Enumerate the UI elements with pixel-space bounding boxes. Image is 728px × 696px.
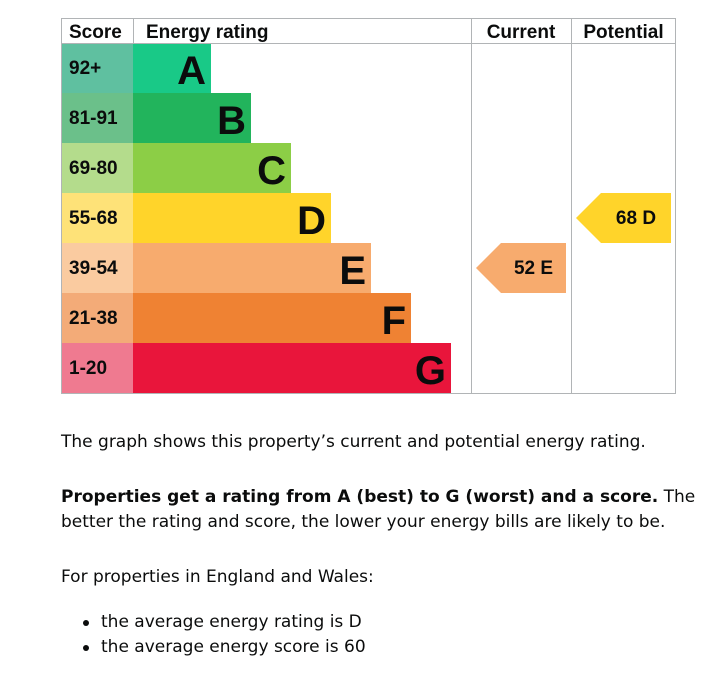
bullet-icon xyxy=(83,645,89,651)
header-score: Score xyxy=(69,22,122,43)
energy-rating-chart: 92+ A 81-91 B 69-80 C 55-68 D 39-54 E 21-38 F 1-20 G S… xyxy=(61,18,676,394)
score-range-g: 1-20 xyxy=(69,358,107,379)
rating-bar-g xyxy=(133,343,451,393)
rating-letter-e: E xyxy=(339,249,366,293)
rating-explanation-rest: The better the rating and score, the low… xyxy=(61,487,696,532)
average-score-text: the average energy score is 60 xyxy=(101,637,366,657)
rating-letter-f: F xyxy=(382,299,406,343)
score-cell-f xyxy=(61,293,133,343)
rating-bar-b xyxy=(133,93,251,143)
header-energy-rating: Energy rating xyxy=(146,22,268,43)
average-score-item: the average energy score is 60 xyxy=(83,635,366,660)
rating-letter-g: G xyxy=(415,349,446,393)
current-rating-label: 52 E xyxy=(514,258,553,279)
rating-bar-f xyxy=(133,293,411,343)
potential-rating-arrow xyxy=(576,193,671,243)
score-cell-b xyxy=(61,93,133,143)
score-cell-e xyxy=(61,243,133,293)
rating-bar-e xyxy=(133,243,371,293)
rating-letter-a: A xyxy=(177,49,206,93)
score-cell-g xyxy=(61,343,133,393)
score-cell-d xyxy=(61,193,133,243)
averages-list: the average energy rating is D the avera… xyxy=(61,610,366,660)
bullet-icon xyxy=(83,620,89,626)
rating-letter-d: D xyxy=(297,199,326,243)
score-cell-c xyxy=(61,143,133,193)
rating-explanation-bold: Properties get a rating from A (best) to… xyxy=(61,487,659,507)
score-cell-a xyxy=(61,43,133,93)
rating-letter-c: C xyxy=(257,149,286,193)
score-range-e: 39-54 xyxy=(69,258,118,279)
current-rating-arrow xyxy=(476,243,566,293)
potential-rating-label: 68 D xyxy=(616,208,656,229)
regions-note: For properties in England and Wales: xyxy=(61,567,374,587)
rating-bar-d xyxy=(133,193,331,243)
average-rating-item: the average energy rating is D xyxy=(83,610,366,635)
score-range-d: 55-68 xyxy=(69,208,118,229)
rating-explanation: Properties get a rating from A (best) to… xyxy=(61,485,701,535)
rating-bar-c xyxy=(133,143,291,193)
score-range-a: 92+ xyxy=(69,58,101,79)
score-range-c: 69-80 xyxy=(69,158,118,179)
graph-description: The graph shows this property’s current … xyxy=(61,432,646,452)
rating-bar-a xyxy=(133,43,211,93)
header-potential: Potential xyxy=(583,22,663,43)
average-rating-text: the average energy rating is D xyxy=(101,612,362,632)
rating-letter-b: B xyxy=(217,99,246,143)
header-current: Current xyxy=(487,22,556,43)
score-range-f: 21-38 xyxy=(69,308,118,329)
score-range-b: 81-91 xyxy=(69,108,118,129)
